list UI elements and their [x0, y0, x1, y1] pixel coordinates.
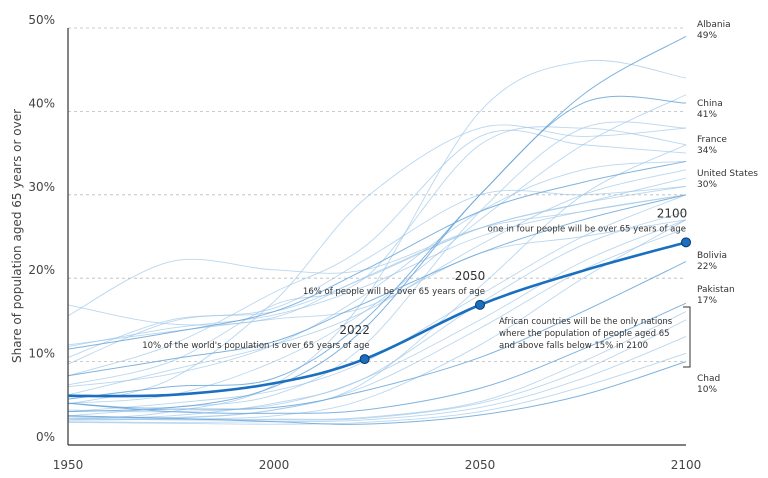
x-tick-label: 2100 — [671, 458, 702, 472]
y-tick-label: 50% — [28, 13, 55, 27]
point-2022 — [359, 354, 370, 365]
country-line-chad — [67, 361, 687, 425]
axis-ticks: 0% 10% 20% 30% 40% 50% 1950 2000 2050 2100 — [28, 13, 701, 472]
annotations: 2022 10% of the world's population is ove… — [142, 206, 687, 351]
x-tick-label: 1950 — [53, 458, 84, 472]
point-2050 — [475, 299, 485, 310]
africa-annotation-line-3: and above falls below 15% in 2100 — [499, 341, 648, 351]
country-value-albania: 49% — [697, 31, 717, 41]
country-value-china: 41% — [697, 110, 717, 120]
country-value-chad: 10% — [697, 385, 717, 395]
country-label-france: France — [697, 135, 727, 145]
country-value-pakistan: 17% — [697, 296, 717, 306]
country-value-france: 34% — [697, 146, 717, 156]
year-label-2022: 2022 — [339, 323, 370, 337]
country-line — [67, 124, 687, 405]
country-line — [67, 160, 687, 388]
country-line-albania — [67, 35, 687, 400]
country-line — [67, 311, 687, 420]
gridlines — [68, 27, 686, 363]
africa-bracket — [683, 306, 691, 368]
country-label-chad: Chad — [697, 374, 720, 384]
country-line — [67, 319, 687, 421]
point-2100 — [681, 237, 691, 248]
world-line — [67, 237, 691, 398]
country-line — [67, 186, 687, 326]
x-tick-label: 2050 — [465, 458, 496, 472]
y-tick-label: 0% — [36, 430, 55, 444]
annotation-2022: 10% of the world's population is over 65… — [142, 341, 369, 351]
africa-annotation: African countries will be the only natio… — [499, 306, 691, 368]
africa-annotation-line-1: African countries will be the only natio… — [499, 317, 673, 327]
country-line — [67, 352, 687, 425]
country-line-pakistan — [67, 302, 687, 414]
annotation-2100: one in four people will be over 65 years… — [488, 224, 686, 234]
country-label-albania: Albania — [697, 20, 731, 30]
country-line-bolivia — [67, 261, 687, 413]
labeled-country-lines — [67, 35, 687, 425]
country-line-united-states — [67, 194, 687, 377]
country-label-china: China — [697, 99, 723, 109]
y-tick-label: 40% — [28, 96, 55, 110]
country-line-china — [67, 95, 687, 409]
country-line — [67, 336, 687, 423]
africa-annotation-line-2: where the population of people aged 65 — [499, 329, 670, 339]
y-tick-label: 30% — [28, 180, 55, 194]
background-country-lines — [67, 59, 687, 425]
y-tick-label: 20% — [28, 263, 55, 277]
country-label-pakistan: Pakistan — [697, 285, 735, 295]
y-axis-label: Share of population aged 65 years or ove… — [10, 109, 24, 363]
country-label-united-states: United States — [697, 169, 758, 179]
y-tick-label: 10% — [28, 347, 55, 361]
year-label-2100: 2100 — [657, 206, 688, 220]
country-line-france — [67, 160, 687, 350]
annotation-2050: 16% of people will be over 65 years of a… — [303, 287, 485, 297]
year-label-2050: 2050 — [455, 269, 486, 283]
country-label-bolivia: Bolivia — [697, 251, 727, 261]
country-value-united-states: 30% — [697, 180, 717, 190]
x-tick-label: 2000 — [259, 458, 290, 472]
country-value-bolivia: 22% — [697, 262, 717, 272]
country-line — [67, 144, 687, 421]
